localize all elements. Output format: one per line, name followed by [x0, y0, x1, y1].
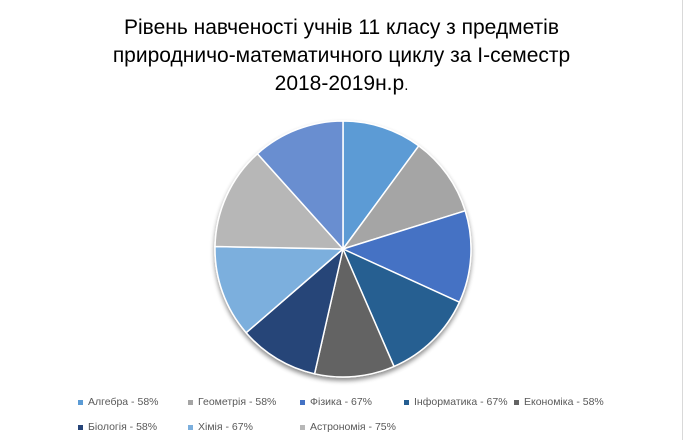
legend-label: Економіка - 58%	[524, 396, 604, 408]
legend-swatch	[78, 399, 83, 405]
legend-swatch	[78, 424, 83, 430]
legend-row: Біологія - 58% Хімія - 67% Астрономія - 75…	[78, 421, 678, 446]
legend-item: Інформатика - 67%	[404, 396, 508, 408]
legend-swatch	[300, 399, 305, 405]
legend-item: Алгебра - 58%	[78, 396, 159, 408]
pie-slice-2	[341, 144, 467, 251]
chart-title-line-3-text: 2018-2019н.р	[274, 72, 405, 95]
legend-label: Геометрія - 58%	[198, 396, 277, 408]
legend-item: Хімія - 67%	[188, 421, 253, 433]
chart-title: Рівень навченості учнів 11 класу з предм…	[0, 14, 683, 100]
pie-slice-8	[214, 152, 345, 250]
legend-item: Геометрія - 58%	[188, 396, 276, 408]
legend-item: Економіка - 58%	[514, 396, 604, 408]
legend-label: Біологія - 58%	[88, 421, 158, 433]
chart-title-line-3: 2018-2019н.р.	[0, 70, 683, 100]
pie-slices	[214, 120, 472, 378]
pie-slice-9	[256, 120, 344, 251]
chart-title-line-1: Рівень навченості учнів 11 класу з предм…	[123, 16, 559, 39]
pie-slice-5	[313, 246, 395, 378]
chart-title-line-2: природничо-математичного циклу за І-семе…	[112, 44, 571, 67]
pie-slice-4	[341, 247, 461, 368]
legend: Алгебра - 58% Геометрія - 58% Фізика - 67%…	[78, 396, 678, 446]
legend-row: Алгебра - 58% Геометрія - 58% Фізика - 67%…	[78, 396, 678, 421]
legend-swatch	[404, 399, 409, 405]
legend-swatch	[514, 399, 519, 405]
legend-label: Хімія - 67%	[198, 421, 253, 433]
legend-item: Астрономія - 75%	[300, 421, 396, 433]
legend-label: Алгебра - 58%	[88, 396, 159, 408]
legend-swatch	[300, 424, 305, 430]
pie-slice-1	[342, 120, 420, 252]
pie-slice-3	[340, 209, 472, 304]
legend-label: Фізика - 67%	[310, 396, 373, 408]
legend-label: Астрономія - 75%	[310, 421, 396, 433]
legend-label: Інформатика - 67%	[414, 396, 508, 408]
pie-slice-7	[214, 245, 345, 334]
chart-title-line-3-dot: .	[404, 77, 409, 94]
legend-swatch	[188, 399, 193, 405]
legend-item: Фізика - 67%	[300, 396, 372, 408]
pie-slice-6	[245, 246, 345, 375]
legend-swatch	[188, 424, 193, 430]
legend-item: Біологія - 58%	[78, 421, 157, 433]
